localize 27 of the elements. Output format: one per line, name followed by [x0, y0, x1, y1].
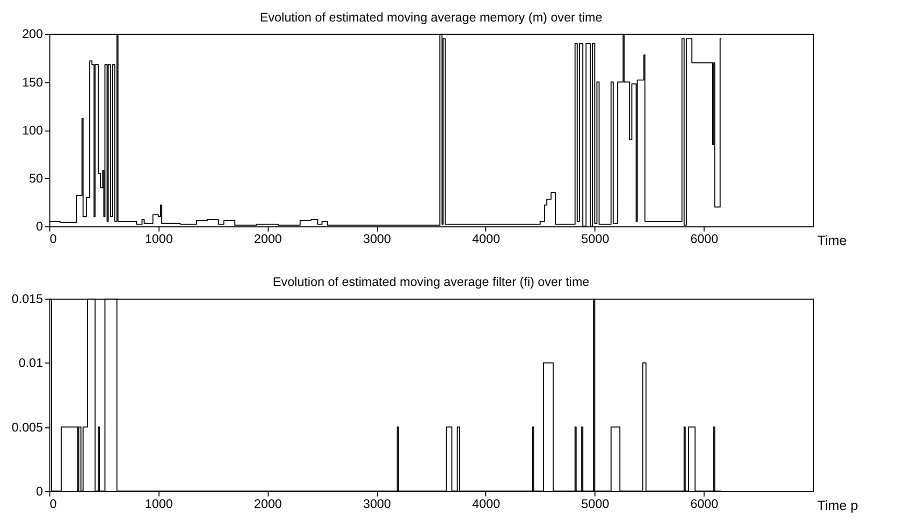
chart-title: Evolution of estimated moving average filter (fi) over time — [272, 275, 590, 290]
x-tick-label: 2000 — [254, 497, 282, 511]
y-tick-label: 0.015 — [12, 292, 44, 306]
y-tick-label: 150 — [22, 75, 44, 90]
x-tick-label: 2000 — [254, 232, 282, 246]
y-tick-label: 50 — [29, 172, 44, 186]
x-tick-label: 0 — [50, 232, 57, 246]
x-tick-label: 3000 — [363, 497, 392, 511]
y-tick-label: 100 — [22, 123, 44, 138]
chart-title: Evolution of estimated moving average memory (m) over time — [260, 10, 602, 24]
y-tick-label: 0.01 — [18, 356, 44, 370]
x-axis-title: Time — [817, 233, 847, 248]
y-tick-label: 200 — [22, 27, 44, 42]
x-axis-title: Time p — [817, 498, 858, 513]
x-tick-label: 0 — [50, 497, 57, 511]
y-tick-label: 0 — [36, 220, 44, 234]
x-tick-label: 5000 — [581, 497, 610, 511]
x-tick-label: 3000 — [363, 232, 392, 246]
y-tick-label: 0.005 — [12, 420, 44, 434]
x-tick-label: 1000 — [144, 232, 173, 246]
x-tick-label: 4000 — [472, 232, 500, 246]
x-tick-label: 6000 — [690, 497, 718, 511]
x-tick-label: 6000 — [690, 232, 718, 246]
x-tick-label: 4000 — [472, 497, 500, 511]
x-tick-label: 5000 — [581, 232, 610, 246]
y-tick-label: 0 — [36, 484, 44, 498]
x-tick-label: 1000 — [144, 497, 173, 511]
